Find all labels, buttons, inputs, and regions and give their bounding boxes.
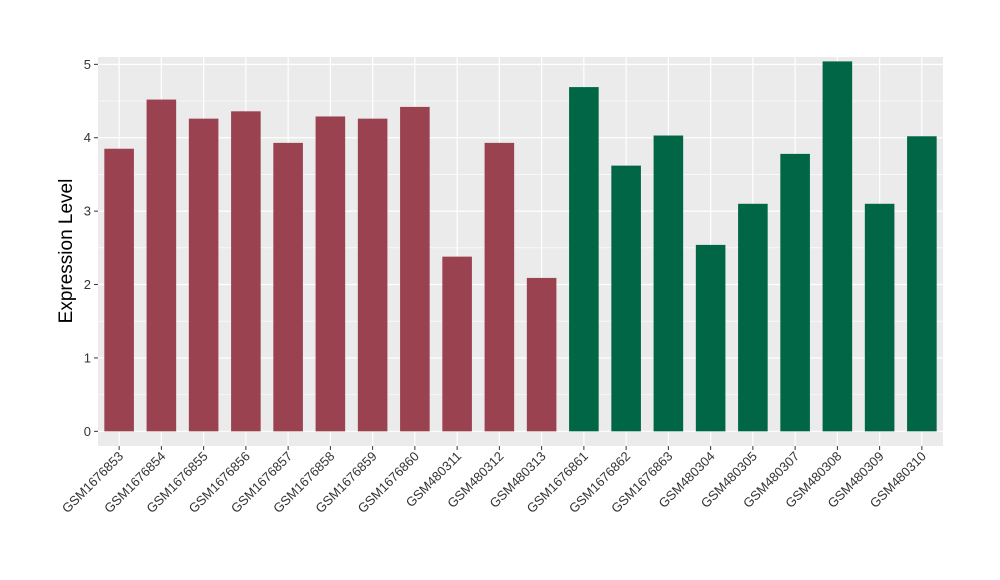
bar-GSM1676856	[231, 111, 261, 432]
bar-GSM1676853	[104, 148, 134, 432]
bar-GSM1676857	[273, 142, 303, 432]
bar-GSM480313	[526, 277, 557, 432]
bar-GSM1676858	[315, 116, 346, 432]
bar-GSM1676854	[146, 99, 177, 432]
bar-GSM480304	[695, 244, 726, 432]
y-tick-label: 0	[84, 424, 91, 439]
y-axis: 0 1 2 3 4 5	[84, 57, 98, 439]
y-tick-label: 4	[84, 130, 91, 145]
y-tick-label: 1	[84, 350, 91, 365]
bar-GSM480312	[484, 142, 515, 432]
bar-GSM1676862	[611, 165, 641, 432]
bar-GSM1676855	[188, 118, 219, 432]
bar-GSM480305	[738, 203, 768, 432]
bar-GSM480311	[442, 256, 472, 432]
bar-GSM1676859	[357, 118, 388, 432]
bar-GSM1676863	[653, 135, 684, 432]
y-tick-label: 3	[84, 204, 91, 219]
bar-GSM480309	[864, 203, 895, 432]
bar-GSM1676860	[400, 106, 430, 432]
y-axis-title: Expression Level	[56, 179, 77, 324]
bar-GSM480310	[907, 136, 937, 432]
bar-GSM480308	[822, 61, 853, 432]
y-tick-label: 2	[84, 277, 91, 292]
bars-group	[104, 61, 937, 432]
bar-GSM1676861	[569, 87, 599, 432]
x-axis: GSM1676853GSM1676854GSM1676855GSM1676856…	[59, 446, 929, 516]
y-tick-label: 5	[84, 57, 91, 72]
bar-GSM480307	[780, 153, 810, 432]
plot-panel	[98, 57, 943, 446]
